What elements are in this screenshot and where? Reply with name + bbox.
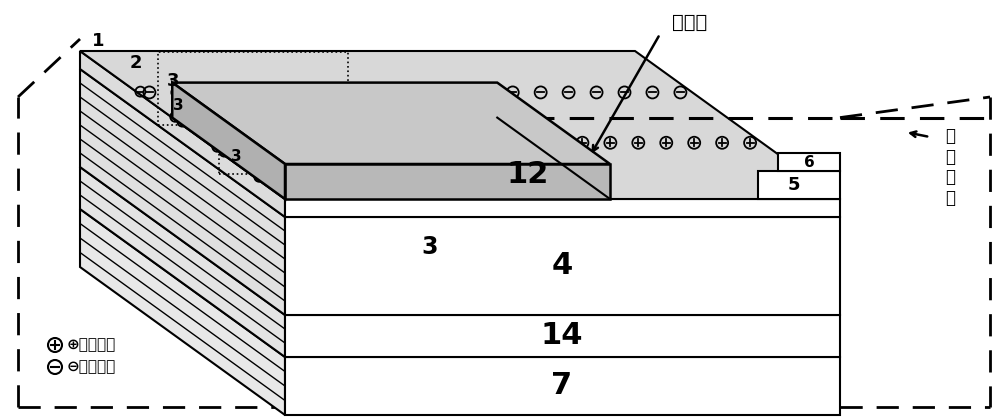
Polygon shape	[285, 315, 840, 357]
Polygon shape	[285, 199, 840, 217]
Text: 非
元
胞
区: 非 元 胞 区	[945, 127, 955, 207]
Text: 14: 14	[541, 322, 583, 351]
Text: ⊕：正电荷: ⊕：正电荷	[67, 337, 116, 352]
Text: 3: 3	[167, 72, 179, 90]
Text: 3: 3	[231, 148, 242, 163]
Text: 12: 12	[506, 159, 549, 188]
Bar	[219, 87, 449, 173]
Polygon shape	[80, 51, 285, 217]
Text: 6: 6	[804, 155, 814, 169]
Text: 3: 3	[173, 98, 184, 113]
Polygon shape	[172, 83, 610, 164]
Polygon shape	[80, 51, 840, 199]
Polygon shape	[172, 83, 285, 199]
Text: 1: 1	[92, 32, 104, 50]
Polygon shape	[285, 357, 840, 415]
Text: 5: 5	[788, 176, 800, 194]
Polygon shape	[80, 167, 285, 357]
Text: 3: 3	[422, 235, 438, 259]
Polygon shape	[758, 171, 840, 199]
Polygon shape	[285, 164, 610, 199]
Text: 元胞区: 元胞区	[672, 13, 708, 32]
Polygon shape	[285, 217, 840, 315]
Polygon shape	[80, 69, 285, 315]
Bar	[158, 52, 348, 125]
Text: 2: 2	[130, 54, 142, 72]
Polygon shape	[80, 209, 285, 415]
Text: ⊖：负电荷: ⊖：负电荷	[67, 359, 116, 374]
Text: 4: 4	[551, 251, 573, 281]
Polygon shape	[778, 153, 840, 171]
Text: 7: 7	[551, 372, 573, 400]
